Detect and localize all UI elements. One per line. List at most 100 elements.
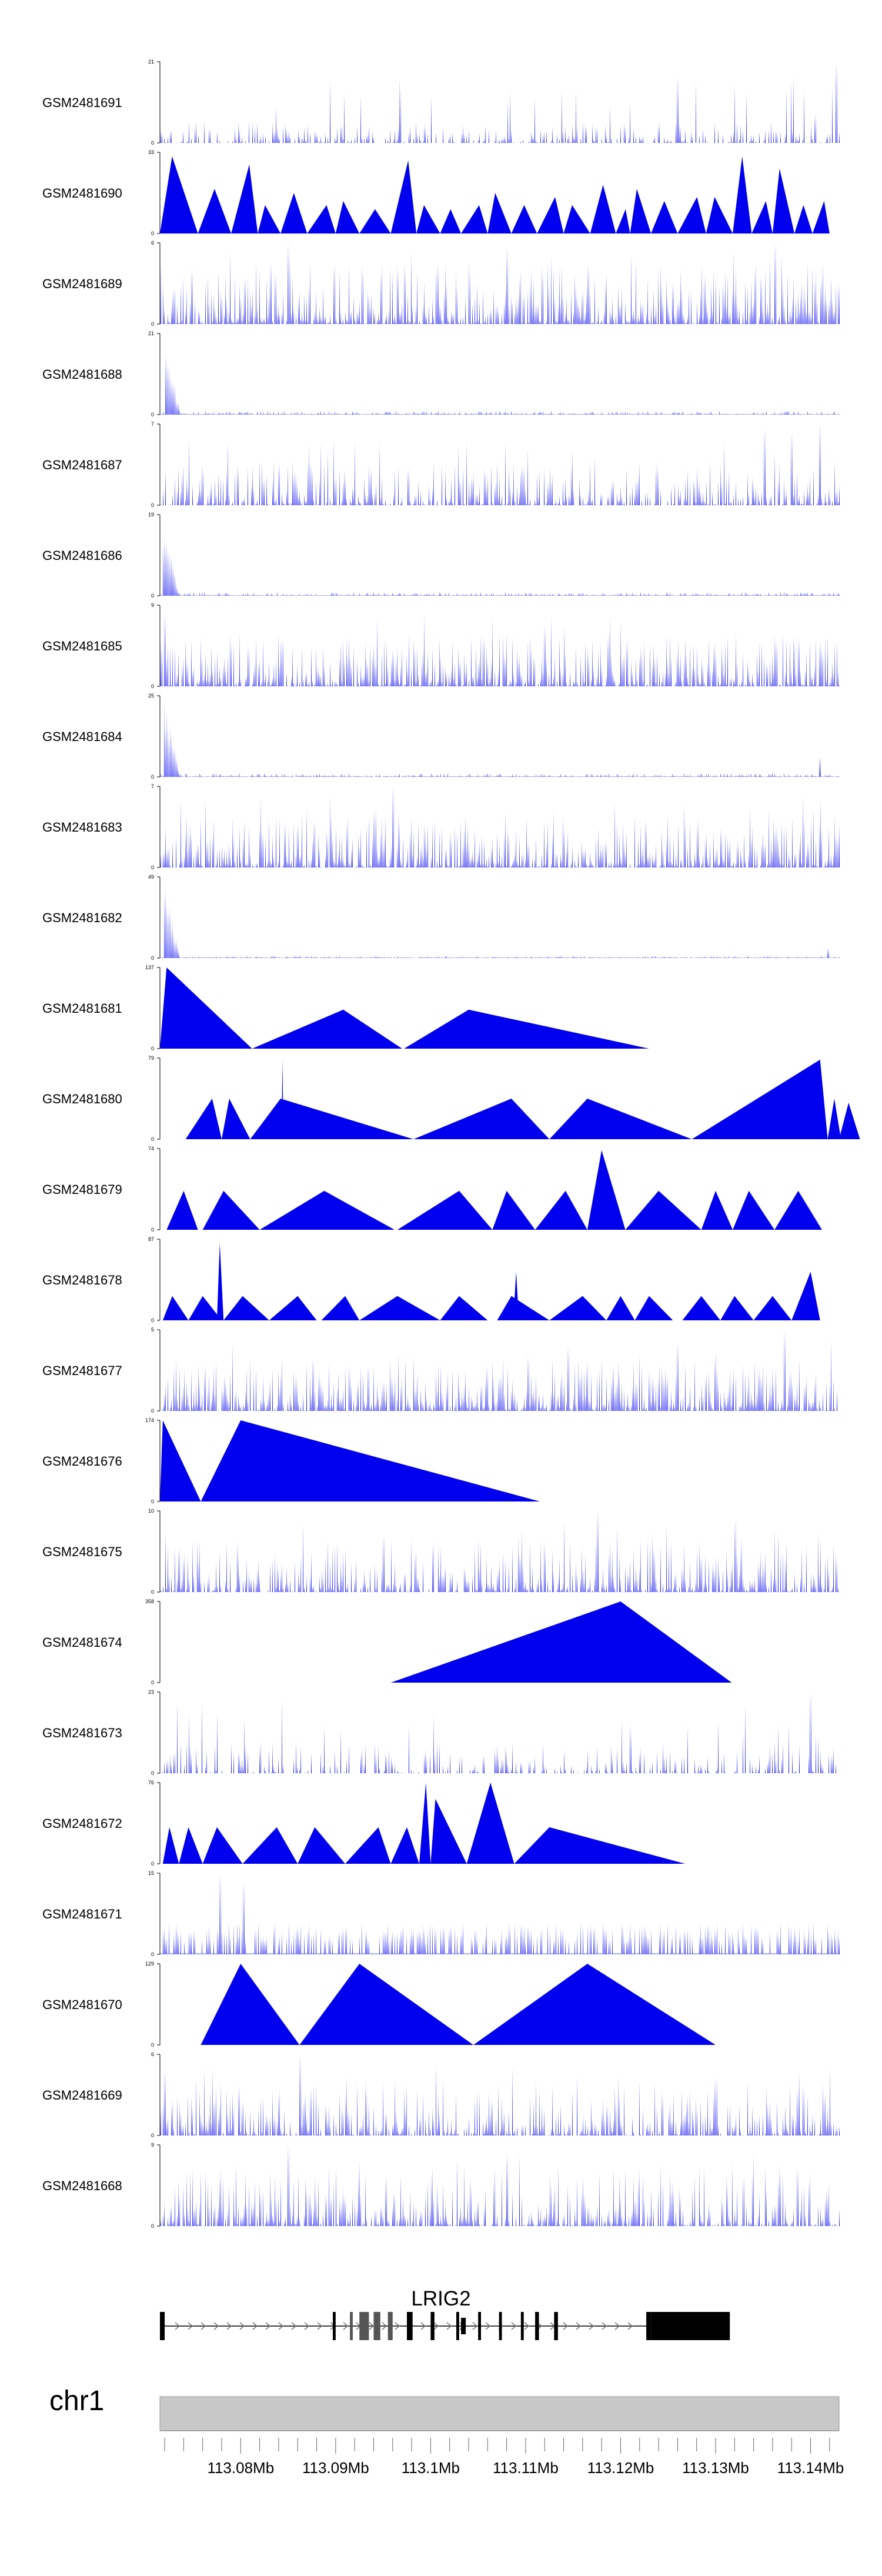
strand-arrow-icon — [317, 2322, 323, 2330]
track-GSM2481686: GSM2481686 19 0 — [42, 512, 840, 599]
y-zero-label: 0 — [151, 1861, 154, 1867]
track-GSM2481671: GSM2481671 15 0 — [42, 1870, 840, 1957]
y-max-label: 6 — [151, 240, 154, 246]
gene-exon — [407, 2312, 413, 2340]
y-zero-label: 0 — [151, 2133, 154, 2138]
coverage-peak — [794, 205, 813, 233]
coverage-peak — [160, 156, 198, 233]
strand-arrow-icon — [589, 2322, 594, 2330]
coverage-peak — [625, 1190, 701, 1230]
coverage-peak — [223, 1296, 269, 1320]
track-label: GSM2481684 — [42, 729, 122, 744]
y-max-label: 5 — [151, 1327, 154, 1333]
gene-exon — [359, 2312, 369, 2340]
coverage-peak — [231, 164, 258, 233]
coverage-peak — [812, 201, 830, 233]
strand-arrow-icon — [226, 2322, 232, 2330]
coverage-peak — [359, 1296, 440, 1320]
track-GSM2481674: GSM2481674 358 0 — [42, 1599, 732, 1686]
axis-tick-label: 113.1Mb — [402, 2459, 460, 2477]
coverage-peak — [492, 1190, 536, 1230]
coverage-peak — [250, 1099, 414, 1139]
coverage-peak — [701, 1190, 733, 1230]
strand-arrow-icon — [602, 2322, 607, 2330]
coverage-peak — [440, 1296, 488, 1320]
track-label: GSM2481678 — [42, 1273, 122, 1287]
coverage-peak — [179, 1827, 203, 1864]
gene-exon — [554, 2312, 558, 2340]
gene-exon — [461, 2318, 466, 2334]
track-label: GSM2481689 — [42, 276, 122, 291]
y-max-label: 358 — [145, 1599, 154, 1604]
coverage-signal — [160, 613, 840, 686]
coverage-peak — [299, 1964, 474, 2045]
strand-arrow-icon — [446, 2322, 452, 2330]
coverage-signal — [160, 424, 840, 505]
coverage-signal — [160, 1873, 840, 1954]
coverage-peak — [487, 193, 512, 233]
strand-arrow-icon — [369, 2322, 375, 2330]
coverage-peak — [258, 205, 281, 233]
strand-arrow-icon — [563, 2322, 569, 2330]
track-label: GSM2481691 — [42, 95, 122, 110]
y-max-label: 9 — [151, 2142, 154, 2148]
coverage-signal — [160, 702, 840, 777]
y-max-label: 79 — [148, 1055, 154, 1061]
coverage-peak — [252, 1009, 402, 1049]
coverage-peak — [280, 193, 308, 233]
coverage-signal — [160, 1692, 840, 1773]
gene-exon — [160, 2312, 165, 2340]
coverage-peak — [162, 1296, 189, 1320]
coverage-peak — [774, 1190, 822, 1230]
track-label: GSM2481683 — [42, 820, 122, 835]
strand-arrow-icon — [188, 2322, 193, 2330]
y-zero-label: 0 — [151, 502, 154, 508]
coverage-peak — [166, 1190, 198, 1230]
coverage-peak — [839, 1102, 860, 1139]
gene-name-label: LRIG2 — [411, 2287, 470, 2310]
coverage-peak — [497, 1296, 550, 1320]
y-zero-label: 0 — [151, 683, 154, 689]
y-zero-label: 0 — [151, 1499, 154, 1504]
strand-arrow-icon — [627, 2322, 633, 2330]
strand-arrow-icon — [511, 2322, 517, 2330]
coverage-peak — [419, 1783, 431, 1864]
strand-arrow-icon — [201, 2322, 206, 2330]
strand-arrow-icon — [343, 2322, 349, 2330]
y-max-label: 10 — [148, 1508, 154, 1514]
coverage-peak — [549, 1099, 692, 1139]
coverage-peak — [827, 1099, 841, 1139]
track-label: GSM2481681 — [42, 1001, 122, 1016]
coverage-peak — [202, 1827, 243, 1864]
y-max-label: 7 — [151, 783, 154, 789]
gene-model-LRIG2 — [160, 2312, 730, 2340]
y-zero-label: 0 — [151, 1046, 154, 1052]
y-zero-label: 0 — [151, 1227, 154, 1233]
strand-arrow-icon — [433, 2322, 439, 2330]
chromosome-label: chr1 — [49, 2385, 104, 2417]
coverage-signal — [160, 1330, 840, 1411]
y-zero-label: 0 — [151, 1136, 154, 1142]
coverage-signal — [160, 353, 840, 415]
genomic-axis: 113.08Mb 113.09Mb 113.1Mb 113.11Mb 113.12Mb 1… — [160, 2430, 844, 2477]
coverage-peak — [390, 1601, 732, 1683]
coverage-peak — [162, 1827, 179, 1864]
coverage-peak — [720, 1296, 754, 1320]
y-max-label: 33 — [148, 149, 154, 155]
track-label: GSM2481673 — [42, 1726, 122, 1740]
coverage-peak — [563, 205, 590, 233]
axis-tick-label: 113.13Mb — [682, 2459, 749, 2477]
coverage-peak — [259, 1190, 395, 1230]
track-GSM2481689: GSM2481689 6 0 — [42, 240, 840, 327]
coverage-peak — [772, 168, 795, 233]
track-label: GSM2481690 — [42, 186, 122, 201]
y-zero-label: 0 — [151, 412, 154, 418]
coverage-peak — [198, 189, 232, 233]
gene-exon — [373, 2312, 380, 2340]
y-max-label: 19 — [148, 512, 154, 518]
strand-arrow-icon — [524, 2322, 530, 2330]
coverage-peak — [753, 1296, 792, 1320]
track-GSM2481668: GSM2481668 9 0 — [42, 2142, 840, 2229]
coverage-peak — [616, 209, 630, 233]
